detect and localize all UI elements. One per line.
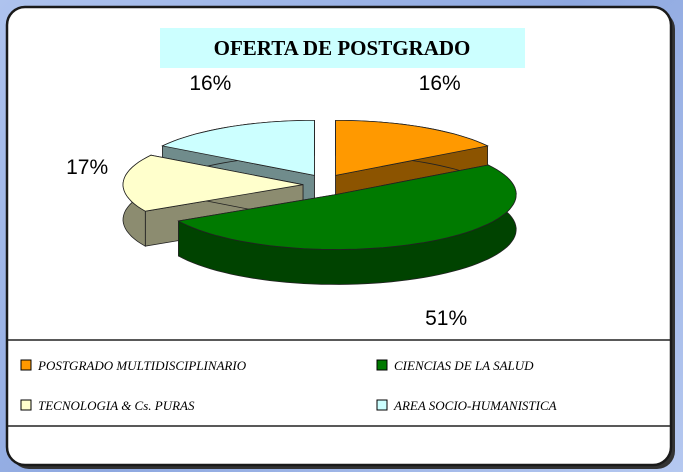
data-label: 51% xyxy=(425,307,467,330)
legend-label: CIENCIAS DE LA SALUD xyxy=(394,358,534,373)
chart-title: OFERTA DE POSTGRADO xyxy=(214,36,471,60)
legend-label: POSTGRADO MULTIDISCIPLINARIO xyxy=(37,358,247,373)
slice-top xyxy=(177,164,517,250)
legend-swatch xyxy=(20,399,32,411)
slice-top xyxy=(161,120,315,176)
legend-swatch xyxy=(376,399,388,411)
slice-top xyxy=(122,154,304,212)
data-label: 17% xyxy=(66,156,108,179)
data-label: 16% xyxy=(189,72,231,95)
legend-label: AREA SOCIO-HUMANISTICA xyxy=(393,398,557,413)
legend-swatch xyxy=(376,359,388,371)
legend-swatch xyxy=(20,359,32,371)
slice-top xyxy=(335,120,489,176)
legend-label: TECNOLOGIA & Cs. PURAS xyxy=(38,398,195,413)
data-label: 16% xyxy=(419,72,461,95)
title-box xyxy=(160,28,525,68)
slice xyxy=(177,164,517,285)
